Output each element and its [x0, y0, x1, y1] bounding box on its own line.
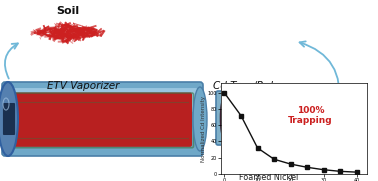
- Text: Foamed Nickel: Foamed Nickel: [239, 173, 299, 181]
- Ellipse shape: [193, 87, 207, 151]
- Ellipse shape: [0, 82, 18, 156]
- Text: 100%
Trapping: 100% Trapping: [288, 106, 333, 125]
- FancyBboxPatch shape: [221, 96, 273, 140]
- Text: Cd Trap/Release: Cd Trap/Release: [213, 81, 297, 91]
- Text: ETV Vaporizer: ETV Vaporizer: [47, 81, 119, 91]
- Text: Cd: Cd: [316, 111, 333, 125]
- Ellipse shape: [271, 95, 281, 141]
- FancyBboxPatch shape: [216, 91, 278, 145]
- Circle shape: [309, 102, 341, 134]
- FancyBboxPatch shape: [2, 82, 203, 156]
- Y-axis label: Normalized Cd Intensity: Normalized Cd Intensity: [201, 96, 206, 161]
- FancyBboxPatch shape: [8, 88, 197, 112]
- FancyBboxPatch shape: [13, 92, 192, 147]
- Text: Soil: Soil: [56, 6, 79, 16]
- FancyBboxPatch shape: [3, 104, 14, 134]
